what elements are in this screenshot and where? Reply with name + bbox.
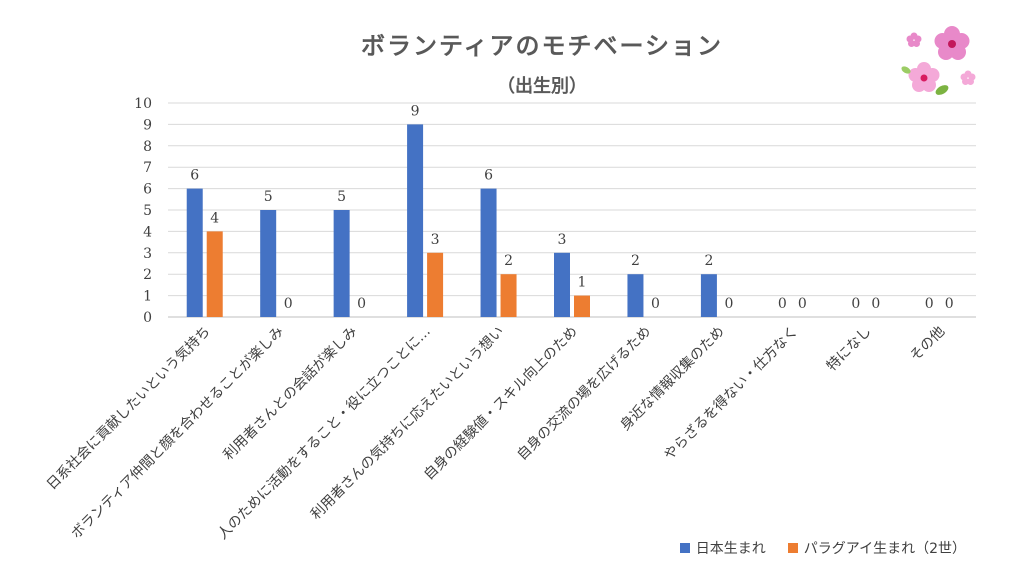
data-label: 0	[357, 296, 366, 312]
chart-title: ボランティアのモチベーション	[360, 32, 724, 60]
data-label: 0	[945, 296, 954, 312]
legend-label-series-0: 日本生まれ	[695, 541, 766, 557]
data-label: 2	[504, 253, 513, 269]
x-tick-label: 自身の経験値・スキル向上のため	[421, 324, 581, 484]
data-label: 2	[631, 253, 640, 269]
y-tick-label: 7	[143, 160, 152, 176]
data-label: 0	[798, 296, 807, 312]
bar-1-4	[500, 274, 517, 317]
data-label: 0	[778, 296, 787, 312]
y-tick-label: 10	[134, 96, 152, 112]
x-tick-label: 自身の交流の場を広げるため	[514, 323, 655, 464]
x-tick-label: 日系社会に貢献したいという気持ち	[44, 324, 214, 494]
data-label: 3	[431, 232, 440, 248]
bar-0-0	[186, 188, 203, 317]
bar-0-6	[627, 274, 644, 317]
bar-1-5	[574, 295, 590, 317]
y-tick-label: 5	[143, 203, 152, 219]
legend-label-series-1: パラグアイ生まれ（2世）	[803, 541, 966, 557]
chart-subtitle: （出生別）	[497, 76, 587, 97]
y-tick-label: 1	[143, 289, 152, 305]
bar-0-1	[260, 210, 277, 317]
bar-0-4	[480, 188, 497, 317]
data-label: 0	[724, 296, 733, 312]
data-label: 5	[264, 189, 273, 205]
x-tick-label: その他	[907, 324, 948, 365]
bar-1-0	[206, 231, 223, 317]
data-label: 6	[484, 168, 493, 184]
data-label: 4	[210, 210, 219, 226]
data-label: 0	[851, 296, 860, 312]
data-label: 0	[651, 296, 660, 312]
y-tick-label: 6	[143, 182, 152, 198]
y-tick-label: 2	[143, 267, 152, 283]
data-label: 1	[578, 275, 587, 291]
bar-0-3	[407, 124, 424, 318]
y-tick-label: 3	[143, 246, 152, 262]
bar-0-7	[700, 274, 717, 317]
legend-swatch-series-1	[787, 543, 798, 553]
data-label: 0	[925, 296, 934, 312]
y-tick-label: 0	[143, 310, 152, 326]
data-label: 0	[871, 296, 880, 312]
y-tick-label: 8	[143, 139, 152, 155]
bar-0-5	[554, 252, 570, 317]
x-tick-label: やらざるを得ない・仕方なく	[660, 323, 801, 464]
x-tick-label: 特になし	[824, 324, 875, 375]
y-tick-label: 4	[143, 224, 152, 240]
legend-swatch-series-0	[679, 543, 690, 553]
x-tick-label: 利用者さんとの会話が楽しみ	[220, 323, 361, 464]
cherry-blossom-icon	[901, 26, 976, 95]
data-label: 5	[337, 189, 346, 205]
y-tick-label: 9	[143, 117, 152, 133]
data-label: 9	[411, 103, 420, 119]
data-label: 3	[558, 232, 567, 248]
legend-item-series-0: 日本生まれ	[679, 538, 766, 558]
data-label: 6	[190, 168, 199, 184]
bar-0-2	[333, 210, 350, 317]
legend-item-series-1: パラグアイ生まれ（2世）	[787, 538, 966, 558]
data-label: 2	[704, 253, 713, 269]
chart-legend: 日本生まれ パラグアイ生まれ（2世）	[679, 538, 966, 558]
bar-1-3	[427, 252, 444, 317]
data-label: 0	[284, 296, 293, 312]
